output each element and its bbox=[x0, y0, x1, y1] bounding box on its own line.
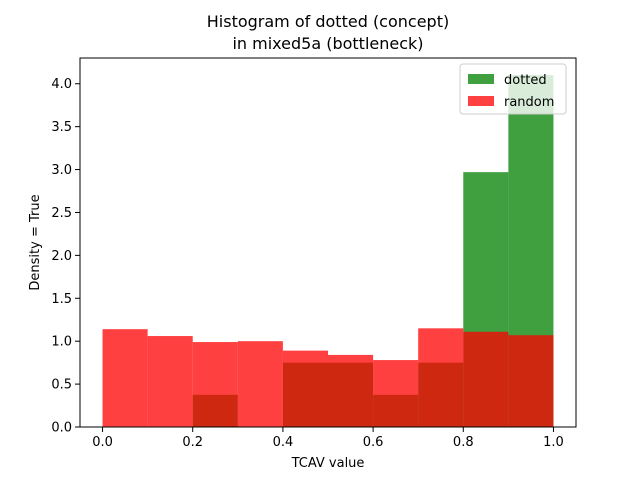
chart-title-line-2: in mixed5a (bottleneck) bbox=[232, 34, 423, 53]
x-tick-label-3: 0.6 bbox=[363, 435, 384, 450]
bar-random-7 bbox=[418, 328, 464, 427]
bar-random-3 bbox=[237, 341, 283, 427]
bar-random-2 bbox=[192, 342, 238, 427]
bar-random-9 bbox=[508, 335, 554, 427]
bar-random-6 bbox=[373, 360, 419, 427]
y-axis-label: Density = True bbox=[28, 194, 43, 290]
x-tick-label-4: 0.8 bbox=[453, 435, 474, 450]
x-axis-ticks: 0.0 0.2 0.4 0.6 0.8 1.0 bbox=[92, 427, 564, 450]
legend-swatch-random bbox=[468, 96, 494, 106]
bar-random-5 bbox=[328, 354, 374, 427]
bar-random-1 bbox=[147, 336, 193, 427]
y-tick-label-8: 4.0 bbox=[51, 77, 72, 92]
x-tick-label-0: 0.0 bbox=[92, 435, 113, 450]
plot-frame bbox=[79, 57, 577, 428]
x-tick-label-2: 0.4 bbox=[273, 435, 294, 450]
y-tick-label-3: 1.5 bbox=[51, 292, 72, 307]
bars-layer bbox=[102, 75, 554, 428]
y-tick-label-7: 3.5 bbox=[51, 120, 72, 135]
bar-random-4 bbox=[282, 350, 328, 427]
bar-random-0 bbox=[102, 329, 148, 427]
legend-label-dotted: dotted bbox=[504, 73, 547, 88]
bar-random-8 bbox=[463, 331, 509, 427]
y-tick-label-4: 2.0 bbox=[51, 249, 72, 264]
legend-swatch-dotted bbox=[468, 74, 494, 84]
y-axis-ticks: 0.0 0.5 1.0 1.5 2.0 2.5 3.0 3.5 4.0 bbox=[51, 77, 80, 436]
y-tick-label-0: 0.0 bbox=[51, 421, 72, 436]
chart-title-line-1: Histogram of dotted (concept) bbox=[207, 12, 449, 31]
x-tick-label-1: 0.2 bbox=[182, 435, 203, 450]
x-tick-label-5: 1.0 bbox=[543, 435, 564, 450]
legend: dotted random bbox=[459, 63, 567, 115]
y-tick-label-1: 0.5 bbox=[51, 378, 72, 393]
chart-title: Histogram of dotted (concept) in mixed5a… bbox=[207, 12, 449, 53]
legend-label-random: random bbox=[504, 95, 554, 110]
y-tick-label-6: 3.0 bbox=[51, 163, 72, 178]
y-tick-label-5: 2.5 bbox=[51, 206, 72, 221]
y-tick-label-2: 1.0 bbox=[51, 335, 72, 350]
x-axis-label: TCAV value bbox=[291, 456, 365, 471]
